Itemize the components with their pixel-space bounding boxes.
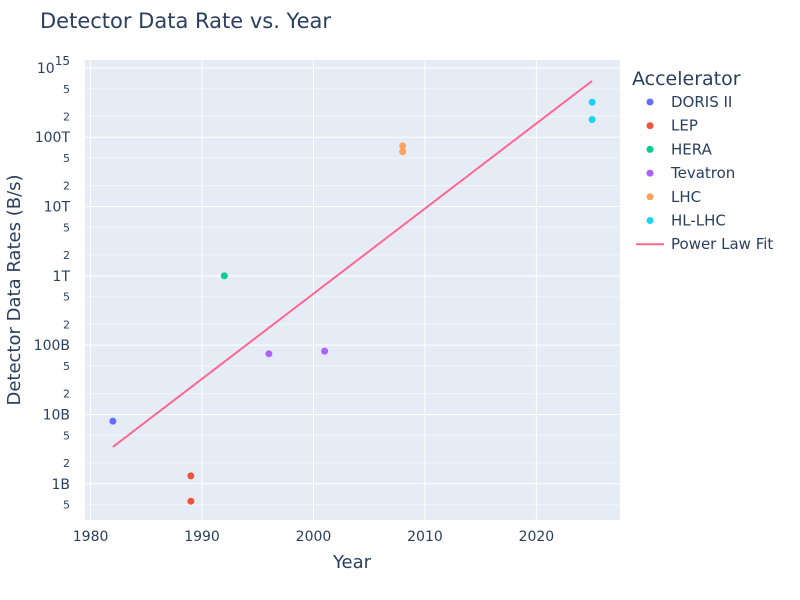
- x-tick-label: 1980: [73, 529, 109, 545]
- chart-title: Detector Data Rate vs. Year: [40, 9, 331, 33]
- legend-swatch-tevatron: [646, 169, 654, 177]
- y-minor-tick-label: 5: [63, 360, 70, 373]
- data-point-lhc: [399, 148, 407, 156]
- legend-label-power-law-fit: Power Law Fit: [671, 235, 773, 253]
- y-minor-tick-label: 2: [63, 457, 70, 470]
- legend-label-doris-ii: DORIS II: [671, 93, 732, 111]
- x-tick-label: 1990: [184, 529, 220, 545]
- y-tick-label: 10B: [43, 407, 70, 423]
- y-minor-tick-label: 2: [63, 110, 70, 123]
- legend-label-hl-lhc: HL-LHC: [671, 212, 726, 230]
- y-minor-tick-label: 5: [63, 83, 70, 96]
- y-minor-tick-label: 5: [63, 499, 70, 512]
- data-point-lep: [187, 497, 195, 505]
- data-point-hl-lhc: [588, 98, 596, 106]
- legend-label-tevatron: Tevatron: [670, 164, 735, 182]
- data-point-hl-lhc: [588, 116, 596, 124]
- legend-swatch-hl-lhc: [646, 217, 654, 224]
- y-axis-ticks: 1B 10B 100B 1T 10T 100T 1015 5 2 5 2 5 2 5 2 5 2 5 2 5: [34, 54, 71, 512]
- y-minor-tick-label: 2: [63, 388, 70, 401]
- y-tick-exponent: 15: [55, 54, 70, 68]
- data-point-doris-ii: [109, 417, 117, 425]
- y-tick-label: 1015: [37, 54, 70, 77]
- legend-swatch-doris-ii: [646, 98, 654, 106]
- data-point-lhc: [399, 142, 407, 150]
- legend-title: Accelerator: [632, 68, 741, 90]
- y-tick-label: 100B: [34, 338, 70, 354]
- y-tick-label: 10T: [44, 200, 71, 216]
- legend-swatch-hera: [646, 145, 654, 153]
- data-point-tevatron: [321, 347, 329, 355]
- x-tick-label: 2000: [296, 529, 332, 545]
- x-tick-label: 2010: [407, 529, 443, 545]
- y-minor-tick-label: 2: [63, 249, 70, 262]
- fit-line-layer: [112, 80, 593, 448]
- y-tick-label: 1B: [51, 477, 70, 493]
- legend-label-lep: LEP: [671, 117, 698, 135]
- y-minor-tick-label: 2: [63, 318, 70, 331]
- y-tick-base: 10: [37, 61, 55, 77]
- data-point-hera: [220, 272, 228, 280]
- plot-area: [85, 60, 620, 520]
- y-minor-tick-label: 5: [63, 291, 70, 304]
- legend-swatch-lhc: [646, 193, 654, 201]
- data-point-lep: [187, 472, 195, 480]
- x-tick-label: 2020: [519, 529, 555, 545]
- data-point-tevatron: [265, 350, 273, 358]
- legend-label-hera: HERA: [671, 140, 713, 158]
- grid: [85, 60, 620, 520]
- x-axis-title: Year: [332, 552, 372, 573]
- y-axis-title: Detector Data Rates (B/s): [4, 174, 25, 405]
- y-minor-tick-label: 2: [63, 180, 70, 193]
- legend-label-lhc: LHC: [671, 188, 701, 206]
- legend-swatch-lep: [646, 122, 654, 130]
- y-minor-tick-label: 5: [63, 152, 70, 165]
- marker-layer: [109, 98, 596, 505]
- y-tick-label: 1T: [53, 269, 71, 285]
- x-axis-ticks: 1980 1990 2000 2010 2020: [73, 529, 554, 545]
- legend: DORIS II LEP HERA Tevatron LHC HL-LHC Power La…: [636, 93, 773, 253]
- y-tick-label: 100T: [35, 130, 71, 146]
- y-minor-tick-label: 5: [63, 221, 70, 234]
- y-minor-tick-label: 5: [63, 429, 70, 442]
- fit-line-power-law-fit: [112, 80, 593, 448]
